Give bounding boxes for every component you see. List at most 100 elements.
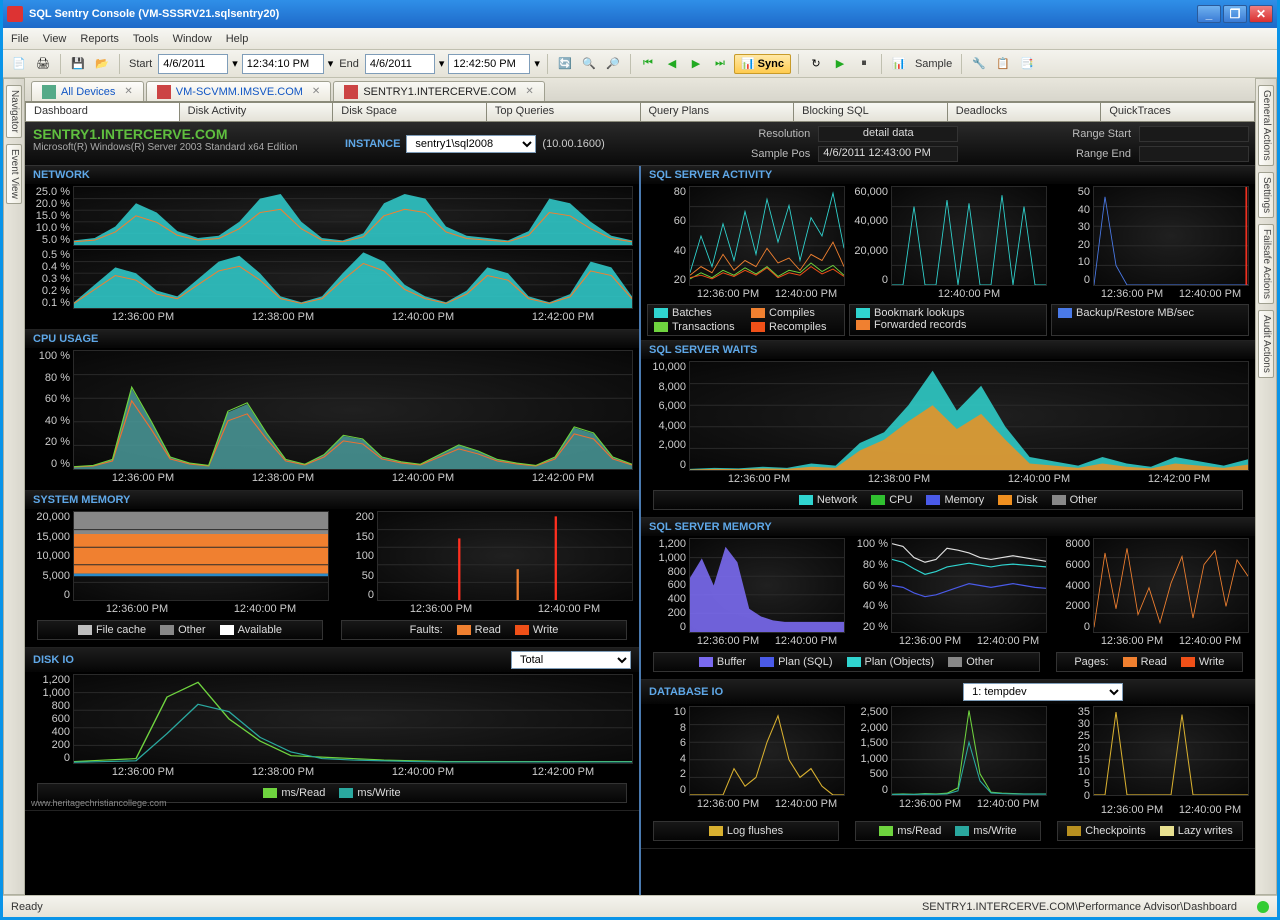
menu-window[interactable]: Window (173, 33, 212, 45)
print-icon[interactable]: 🖨 (33, 54, 53, 74)
prev-icon[interactable]: ◀ (662, 54, 682, 74)
dashboard-header: SENTRY1.INTERCERVE.COM Microsoft(R) Wind… (25, 122, 1255, 166)
menu-reports[interactable]: Reports (80, 33, 119, 45)
start-date-input[interactable] (158, 54, 228, 74)
subtab-query-plans[interactable]: Query Plans (640, 102, 794, 122)
instance-label: INSTANCE (345, 138, 400, 150)
first-icon[interactable]: ⏮ (638, 54, 658, 74)
sqlwaits-panel: SQL SERVER WAITS10,0008,0006,0004,0002,0… (641, 341, 1255, 518)
right-sidebar: General Actions Settings Failsafe Actions A… (1255, 78, 1277, 895)
last-icon[interactable]: ⏭ (710, 54, 730, 74)
tabstrip: All Devices✕VM-SCVMM.IMSVE.COM✕SENTRY1.I… (25, 78, 1255, 102)
sidetab-event-view[interactable]: Event View (6, 144, 22, 204)
sidetab-navigator[interactable]: Navigator (6, 85, 22, 138)
legend: Log flushes (653, 821, 839, 841)
close-tab-icon[interactable]: ✕ (312, 86, 320, 97)
legend: File cacheOtherAvailable (37, 620, 323, 640)
sqlmem-panel: SQL SERVER MEMORY 1,2001,000800600400200… (641, 518, 1255, 680)
pause-icon[interactable]: ⏸ (854, 54, 874, 74)
end-date-input[interactable] (365, 54, 435, 74)
legend: NetworkCPUMemoryDiskOther (653, 490, 1243, 510)
reload-icon[interactable]: ↻ (806, 54, 826, 74)
dbio-panel: DATABASE IO1: tempdev 108642012:36:00 PM… (641, 680, 1255, 849)
play-icon[interactable]: ▶ (830, 54, 850, 74)
save-icon[interactable]: 💾 (68, 54, 88, 74)
subtab-quicktraces[interactable]: QuickTraces (1100, 102, 1255, 122)
legend: ms/Readms/Write (855, 821, 1041, 841)
rangeend-label: Range End (962, 148, 1135, 160)
subtab-disk-activity[interactable]: Disk Activity (179, 102, 333, 122)
rangestart-label: Range Start (962, 128, 1135, 140)
sample-chart-icon[interactable]: 📊 (889, 54, 909, 74)
end-label: End (339, 58, 359, 70)
diskio-select[interactable]: Total (511, 651, 631, 669)
network-panel: NETWORK 25.0 %20.0 %15.0 %10.0 %5.0 %OUT… (25, 166, 639, 330)
dbio-select[interactable]: 1: tempdev (963, 683, 1123, 701)
tab-vm-scvmm-imsve-com[interactable]: VM-SCVMM.IMSVE.COM✕ (146, 81, 332, 101)
minimize-button[interactable]: _ (1197, 5, 1221, 23)
menu-tools[interactable]: Tools (133, 33, 159, 45)
subtab-deadlocks[interactable]: Deadlocks (947, 102, 1101, 122)
next-icon[interactable]: ▶ (686, 54, 706, 74)
legend: Faults:ReadWrite (341, 620, 627, 640)
subtabs: DashboardDisk ActivityDisk SpaceTop Quer… (25, 102, 1255, 122)
footer-link: www.heritagechristiancollege.com (31, 798, 167, 808)
maximize-button[interactable]: ❐ (1223, 5, 1247, 23)
tool3-icon[interactable]: 📑 (1017, 54, 1037, 74)
subtab-disk-space[interactable]: Disk Space (332, 102, 486, 122)
start-time-input[interactable] (242, 54, 324, 74)
new-icon[interactable]: 📄 (9, 54, 29, 74)
cpu-panel: CPU USAGE100 %80 %60 %40 %20 %0 %12:36:0… (25, 330, 639, 491)
legend: CheckpointsLazy writes (1057, 821, 1243, 841)
subtab-blocking-sql[interactable]: Blocking SQL (793, 102, 947, 122)
server-os: Microsoft(R) Windows(R) Server 2003 Stan… (33, 142, 337, 153)
diskio-panel: DISK IOTotal1,2001,000800600400200012:36… (25, 648, 639, 811)
instance-select[interactable]: sentry1\sql2008 (406, 135, 536, 153)
server-icon (157, 85, 171, 99)
status-path: SENTRY1.INTERCERVE.COM\Performance Advis… (922, 901, 1237, 913)
legend: BufferPlan (SQL)Plan (Objects)Other (653, 652, 1040, 672)
sidetab-general-actions[interactable]: General Actions (1258, 85, 1274, 166)
subtab-top-queries[interactable]: Top Queries (486, 102, 640, 122)
zoom-in-icon[interactable]: 🔎 (603, 54, 623, 74)
sync-button[interactable]: 📊Sync (734, 54, 791, 74)
tab-all-devices[interactable]: All Devices✕ (31, 81, 144, 101)
open-icon[interactable]: 📂 (92, 54, 112, 74)
tool2-icon[interactable]: 📋 (993, 54, 1013, 74)
end-time-input[interactable] (448, 54, 530, 74)
sqlactivity-panel: SQL SERVER ACTIVITY 8060402012:36:00 PM1… (641, 166, 1255, 341)
status-ready: Ready (11, 901, 43, 913)
sidetab-settings[interactable]: Settings (1258, 172, 1274, 218)
sample-label: Sample (915, 58, 952, 70)
toolbar: 📄 🖨 💾 📂 Start ▾ ▾ End ▾ ▾ 🔄 🔍 🔎 ⏮ ◀ ▶ ⏭ … (3, 50, 1277, 78)
sidetab-audit-actions[interactable]: Audit Actions (1258, 310, 1274, 378)
rangeend-value (1139, 146, 1249, 162)
menubar: File View Reports Tools Window Help (3, 28, 1277, 50)
zoom-out-icon[interactable]: 🔍 (579, 54, 599, 74)
rangestart-value (1139, 126, 1249, 142)
left-sidebar: Navigator Event View (3, 78, 25, 895)
app-icon (7, 6, 23, 22)
menu-file[interactable]: File (11, 33, 29, 45)
close-tab-icon[interactable]: ✕ (124, 86, 132, 97)
samplepos-label: Sample Pos (641, 148, 814, 160)
server-icon (344, 85, 358, 99)
legend: Pages:ReadWrite (1056, 652, 1243, 672)
close-tab-icon[interactable]: ✕ (525, 86, 533, 97)
samplepos-value: 4/6/2011 12:43:00 PM (818, 146, 958, 162)
status-indicator-icon (1257, 901, 1269, 913)
close-button[interactable]: ✕ (1249, 5, 1273, 23)
instance-version: (10.00.1600) (542, 138, 604, 150)
menu-help[interactable]: Help (226, 33, 249, 45)
resolution-label: Resolution (641, 128, 814, 140)
tab-sentry1-intercerve-com[interactable]: SENTRY1.INTERCERVE.COM✕ (333, 81, 544, 101)
window-title: SQL Sentry Console (VM-SSSRV21.sqlsentry… (29, 8, 1197, 20)
tool1-icon[interactable]: 🔧 (969, 54, 989, 74)
titlebar: SQL Sentry Console (VM-SSSRV21.sqlsentry… (3, 0, 1277, 28)
sidetab-failsafe-actions[interactable]: Failsafe Actions (1258, 224, 1274, 304)
statusbar: Ready SENTRY1.INTERCERVE.COM\Performance… (3, 895, 1277, 917)
server-icon (42, 85, 56, 99)
menu-view[interactable]: View (43, 33, 67, 45)
refresh-icon[interactable]: 🔄 (555, 54, 575, 74)
subtab-dashboard[interactable]: Dashboard (25, 102, 179, 122)
